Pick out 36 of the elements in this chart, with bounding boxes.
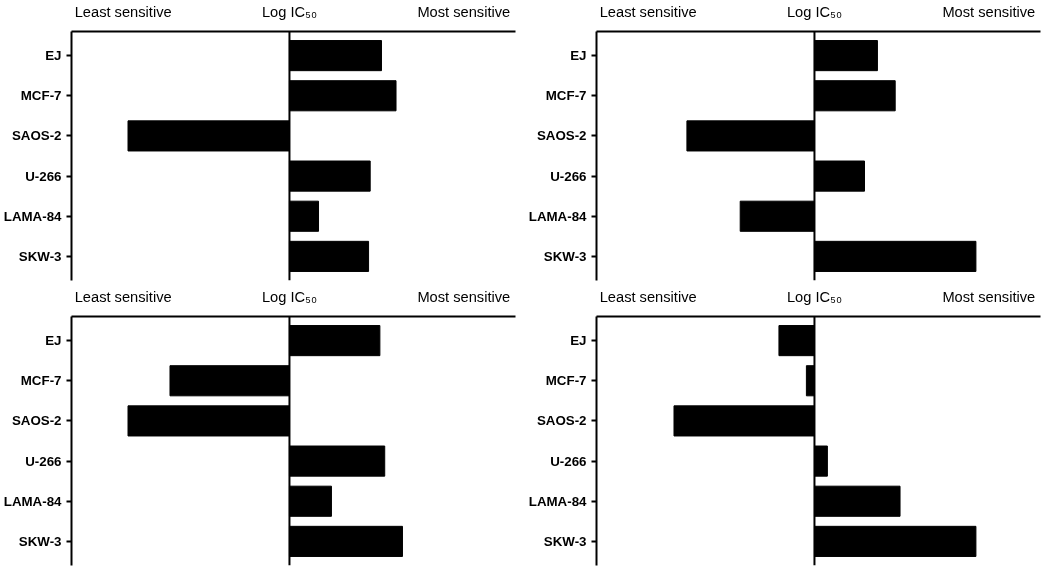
text: Least sensitive — [599, 3, 697, 20]
chart-title: Log IC₅₀ — [786, 3, 843, 20]
y-tick-label: SAOS-2 — [536, 413, 587, 429]
text: Least sensitive — [74, 288, 172, 305]
y-tick-label: LAMA-84 — [528, 493, 588, 509]
text: Most sensitive — [942, 288, 1036, 305]
y-tick-label: EJ — [45, 333, 62, 349]
y-tick-label: MCF-7 — [545, 88, 587, 104]
y-tick-label: MCF-7 — [545, 373, 587, 389]
y-tick-label: U-266 — [25, 168, 62, 184]
y-tick-label: SKW-3 — [543, 248, 587, 264]
y-tick-label: SAOS-2 — [536, 128, 587, 144]
y-tick-label: LAMA-84 — [3, 208, 63, 224]
y-tick-label: EJ — [45, 48, 62, 64]
y-tick-label: SAOS-2 — [11, 128, 62, 144]
y-tick-label: MCF-7 — [20, 88, 62, 104]
y-tick-label: LAMA-84 — [528, 208, 588, 224]
chart-title: Log IC₅₀ — [786, 288, 843, 305]
text: Most sensitive — [942, 3, 1036, 20]
y-tick-label: SKW-3 — [543, 533, 587, 549]
y-tick-label: SKW-3 — [18, 533, 62, 549]
y-tick-label: EJ — [570, 48, 587, 64]
y-tick-label: U-266 — [25, 453, 62, 469]
y-tick-label: LAMA-84 — [3, 493, 63, 509]
y-tick-label: SKW-3 — [18, 248, 62, 264]
text: Least sensitive — [74, 3, 172, 20]
y-tick-label: EJ — [570, 333, 587, 349]
text: Most sensitive — [417, 3, 511, 20]
y-tick-label: U-266 — [550, 453, 587, 469]
chart-title: Log IC₅₀ — [261, 3, 318, 20]
y-tick-label: MCF-7 — [20, 373, 62, 389]
y-tick-label: U-266 — [550, 168, 587, 184]
text: Most sensitive — [417, 288, 511, 305]
chart-title: Log IC₅₀ — [261, 288, 318, 305]
y-tick-label: SAOS-2 — [11, 413, 62, 429]
text: Least sensitive — [599, 288, 697, 305]
